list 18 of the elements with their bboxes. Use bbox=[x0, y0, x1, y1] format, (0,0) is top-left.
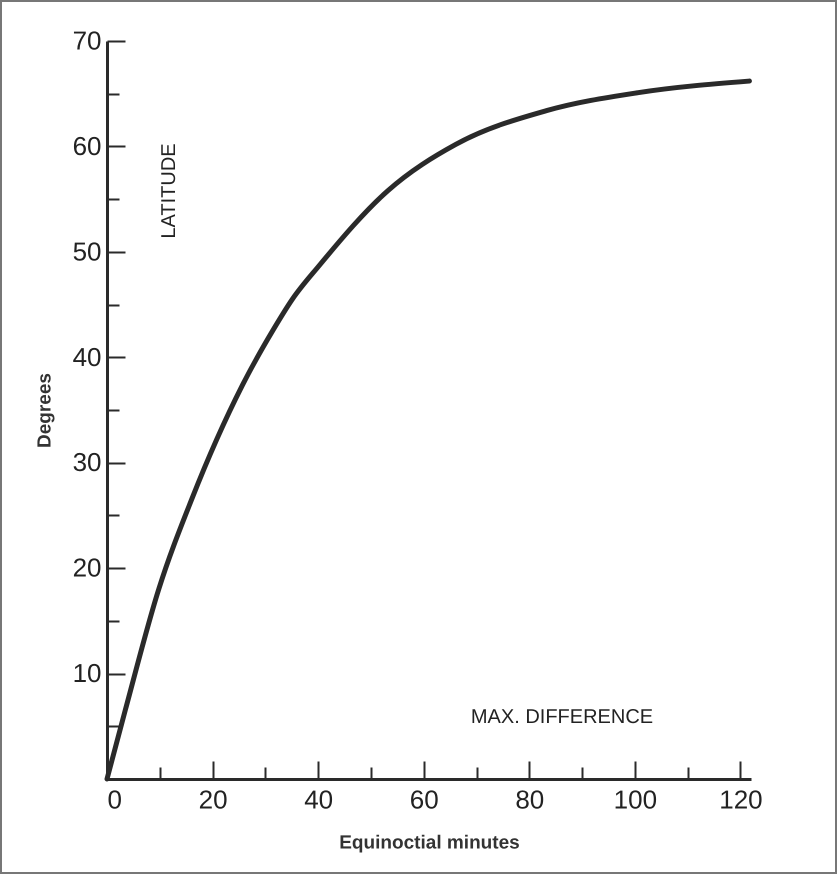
x-tick-label: 120 bbox=[719, 784, 763, 814]
x-tick-label: 100 bbox=[614, 784, 658, 814]
x-tick-label: 60 bbox=[410, 784, 439, 814]
x-tick-label: 20 bbox=[198, 784, 228, 814]
x-tick-label: 40 bbox=[304, 784, 334, 814]
x-tick-label: 0 bbox=[108, 784, 122, 814]
annotation: MAX. DIFFERENCE bbox=[470, 706, 654, 728]
y-axis-title: Degrees bbox=[34, 373, 56, 448]
y-tick-label: 50 bbox=[72, 236, 102, 266]
x-tick-label: 80 bbox=[515, 784, 544, 814]
y-tick-label: 40 bbox=[72, 342, 102, 372]
annotation: LATITUDE bbox=[158, 143, 180, 239]
y-tick-label: 70 bbox=[72, 26, 102, 56]
y-tick-label: 30 bbox=[72, 447, 102, 478]
x-axis-title: Equinoctial minutes bbox=[339, 832, 520, 854]
y-tick-label: 20 bbox=[72, 552, 102, 583]
y-tick-label: 60 bbox=[72, 130, 102, 161]
y-tick-label: 10 bbox=[72, 658, 102, 688]
